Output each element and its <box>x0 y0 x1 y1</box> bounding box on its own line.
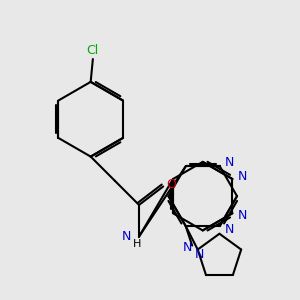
Text: N: N <box>238 209 247 222</box>
Text: H: H <box>133 239 141 250</box>
Text: O: O <box>167 178 177 191</box>
Text: N: N <box>224 223 234 236</box>
Text: N: N <box>238 170 247 183</box>
Text: N: N <box>194 248 204 261</box>
Text: N: N <box>183 241 192 254</box>
Text: Cl: Cl <box>87 44 99 57</box>
Text: N: N <box>224 156 234 170</box>
Text: N: N <box>122 230 131 243</box>
